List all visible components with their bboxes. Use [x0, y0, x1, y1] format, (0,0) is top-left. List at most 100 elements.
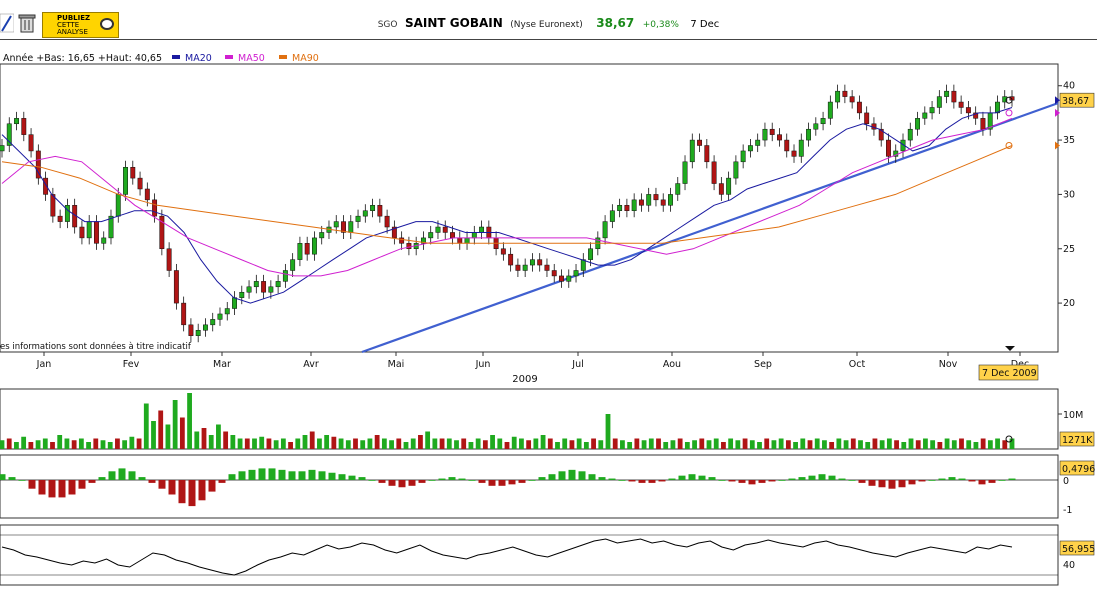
oscillator-tag — [1059, 460, 1095, 476]
price-range-text: Année +Bas: 16,65 +Haut: 40,65 — [3, 53, 162, 64]
candle — [57, 215, 63, 222]
ma90-legend-label[interactable]: MA90 — [292, 53, 319, 64]
candle — [64, 205, 70, 222]
volume-bar — [353, 438, 358, 449]
oscillator-bar — [868, 480, 876, 486]
candle — [915, 118, 920, 130]
candle — [224, 308, 230, 315]
volume-bar — [742, 438, 748, 449]
oscillator-bar — [608, 478, 616, 480]
volume-bar — [547, 438, 553, 449]
volume-bar — [461, 438, 467, 449]
oscillator-bar — [928, 480, 936, 481]
price-tag-label: 38,67 — [1062, 96, 1089, 107]
candle — [508, 253, 514, 266]
oscillator-bar — [588, 474, 596, 480]
oscillator-bar — [358, 477, 366, 480]
oscillator-bar — [468, 480, 476, 481]
oscillator-bar — [168, 480, 176, 495]
volume-bar — [396, 438, 402, 449]
volume-bar — [216, 424, 221, 449]
candle — [559, 275, 564, 282]
volume-bar — [511, 436, 517, 449]
oscillator-bar — [458, 478, 466, 480]
publish-analysis-button[interactable]: PUBLIEZ CETTE ANALYSE — [42, 12, 119, 38]
oscillator-bar — [488, 480, 496, 486]
candle — [181, 302, 187, 326]
ma50-legend-swatch — [225, 55, 233, 59]
candle — [442, 226, 448, 233]
volume-bar — [894, 440, 899, 449]
candle — [936, 96, 942, 108]
candle — [755, 139, 761, 146]
oscillator-bar — [798, 477, 806, 480]
candle — [726, 177, 732, 195]
candle — [86, 221, 92, 239]
candle — [341, 221, 346, 233]
oscillator-bar — [338, 474, 346, 480]
ma50-legend-label[interactable]: MA50 — [238, 53, 265, 64]
quote-header: SGO SAINT GOBAIN (Nyse Euronext) 38,67 +… — [0, 16, 1097, 30]
candle — [1002, 96, 1008, 103]
candle — [275, 281, 281, 288]
candle — [602, 221, 608, 239]
volume-bar — [482, 440, 488, 449]
volume-panel: 10M 1271K — [0, 393, 1095, 449]
volume-bar — [959, 438, 964, 449]
volume-bar — [980, 438, 986, 449]
volume-bar — [78, 438, 84, 449]
oscillator-bar — [918, 480, 926, 482]
volume-bar — [490, 435, 495, 449]
candle — [980, 118, 986, 130]
oscillator-bar — [638, 480, 646, 483]
volume-bar — [757, 442, 762, 449]
volume-bar — [71, 440, 77, 449]
oscillator-bar — [68, 480, 76, 495]
volume-bar — [764, 438, 770, 449]
volume-bar — [829, 442, 835, 449]
oscillator-bar — [248, 469, 256, 480]
volume-bar — [771, 440, 777, 449]
volume-bar — [1009, 438, 1015, 449]
oscillator-bar — [498, 480, 506, 486]
panel-frame — [0, 454, 1059, 519]
volume-bar — [612, 438, 618, 449]
candle — [479, 226, 485, 233]
x-tick-label: Mai — [388, 359, 405, 370]
candle — [537, 259, 543, 266]
volume-bar — [28, 442, 34, 449]
volume-bar — [627, 442, 633, 449]
candle — [108, 215, 114, 239]
oscillator-bar — [408, 480, 416, 486]
candle — [609, 210, 615, 222]
oscillator-bar — [318, 471, 326, 480]
draw-tool-icon[interactable] — [0, 12, 14, 34]
oscillator-bar — [368, 480, 376, 481]
cursor-date-label: 7 Dec 2009 — [982, 368, 1037, 379]
oscillator-bar — [378, 480, 386, 483]
volume-bar — [1002, 440, 1008, 449]
candle — [529, 259, 535, 266]
volume-bar — [418, 435, 423, 449]
volume-bar — [439, 438, 445, 449]
candle — [159, 215, 165, 250]
oscillator-bar — [528, 480, 536, 481]
trash-icon[interactable] — [18, 12, 36, 34]
trend-line — [361, 102, 1059, 354]
candle — [515, 264, 521, 271]
volume-bar — [259, 436, 265, 449]
ma20-legend-label[interactable]: MA20 — [185, 53, 212, 64]
volume-bar — [280, 438, 286, 449]
oscillator-bar — [898, 480, 906, 488]
candle — [573, 270, 579, 277]
volume-bar — [244, 438, 250, 449]
volume-bar — [345, 440, 351, 449]
candle — [21, 118, 27, 135]
volume-bar — [115, 438, 120, 449]
candle — [319, 232, 325, 239]
candle — [152, 199, 158, 217]
volume-bar — [295, 438, 301, 449]
oscillator-bar — [988, 480, 996, 483]
candle — [188, 324, 194, 336]
